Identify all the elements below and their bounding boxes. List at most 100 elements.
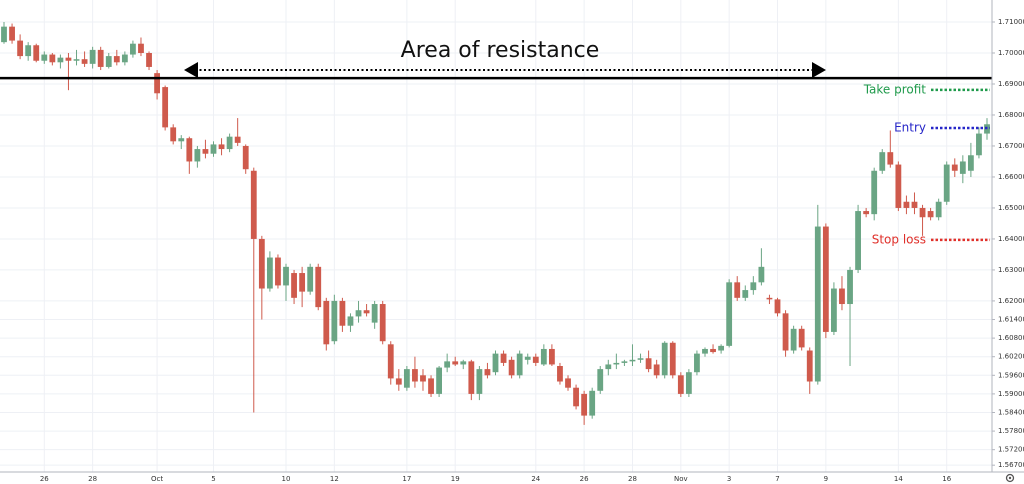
x-tick-label: 12 xyxy=(330,475,339,483)
candle-body xyxy=(871,170,878,215)
candle-body xyxy=(363,310,370,314)
candle-body xyxy=(162,87,169,128)
candle-body xyxy=(9,26,15,41)
y-tick-label: 1.56700 xyxy=(998,461,1024,469)
candle-body xyxy=(742,290,749,298)
y-tick-label: 1.57800 xyxy=(998,427,1024,435)
candle-body xyxy=(323,300,330,345)
x-tick-label: 26 xyxy=(580,475,589,483)
candle-body xyxy=(339,300,346,326)
candle-body xyxy=(105,56,112,67)
candle-body xyxy=(57,57,64,63)
candle-body xyxy=(41,54,48,61)
candle-body xyxy=(750,282,757,291)
candle-body xyxy=(806,350,813,382)
candle-body xyxy=(718,345,725,351)
candle-body xyxy=(935,201,942,218)
candle-body xyxy=(25,45,32,57)
candle-body xyxy=(347,316,354,326)
level-label: Take profit xyxy=(863,82,927,96)
y-tick-label: 1.58400 xyxy=(998,408,1024,416)
x-tick-label: 10 xyxy=(282,475,291,483)
candle-body xyxy=(97,49,104,67)
y-tick-label: 1.69000 xyxy=(998,80,1024,88)
candle-body xyxy=(629,359,636,362)
candle-body xyxy=(73,59,80,61)
x-tick-label: 19 xyxy=(451,475,460,483)
y-tick-label: 1.57200 xyxy=(998,446,1024,454)
candle-body xyxy=(395,378,402,385)
candle-body xyxy=(412,369,418,382)
candle-body xyxy=(532,356,539,363)
candle-body xyxy=(444,361,451,368)
y-tick-label: 1.60800 xyxy=(998,334,1024,342)
x-tick-label: 28 xyxy=(88,475,97,483)
y-tick-label: 1.59000 xyxy=(998,390,1024,398)
x-tick-label: 17 xyxy=(402,475,411,483)
candle-body xyxy=(597,369,604,391)
candle-body xyxy=(694,353,700,373)
candle-body xyxy=(275,257,281,286)
x-tick-label: 5 xyxy=(211,475,215,483)
candle-body xyxy=(170,127,177,142)
candle-body xyxy=(589,390,596,416)
candle-body xyxy=(927,211,934,218)
candle-body xyxy=(959,161,966,174)
candle-body xyxy=(130,43,136,55)
y-tick-label: 1.67000 xyxy=(998,142,1024,150)
candle-body xyxy=(379,304,386,342)
candle-body xyxy=(403,369,410,388)
candle-body xyxy=(710,348,716,353)
candle-body xyxy=(299,273,306,292)
candle-body xyxy=(121,54,128,63)
candle-body xyxy=(943,164,950,202)
candle-body xyxy=(822,226,829,332)
candle-body xyxy=(976,133,982,156)
settings-icon[interactable] xyxy=(1005,473,1015,483)
candle-body xyxy=(895,164,902,208)
y-tick-label: 1.68000 xyxy=(998,111,1024,119)
candle-body xyxy=(613,362,620,365)
candle-body xyxy=(798,328,805,348)
candle-body xyxy=(814,226,821,382)
candle-body xyxy=(790,328,797,351)
candle-body xyxy=(774,299,781,314)
y-tick-label: 1.64000 xyxy=(998,235,1024,243)
candle-body xyxy=(685,372,692,394)
candle-body xyxy=(81,59,88,64)
x-tick-label: 16 xyxy=(942,475,951,483)
candle-body xyxy=(460,361,467,365)
candle-body xyxy=(484,369,491,376)
y-tick-label: 1.71000 xyxy=(998,18,1024,26)
candle-body xyxy=(186,138,193,162)
candle-body xyxy=(242,145,249,170)
candle-body xyxy=(508,359,515,376)
y-tick-label: 1.61400 xyxy=(998,316,1024,324)
candle-body xyxy=(782,313,789,351)
candle-body xyxy=(726,282,733,346)
candle-body xyxy=(113,56,120,63)
candle-body xyxy=(218,144,225,150)
candle-body xyxy=(500,353,507,363)
candle-body xyxy=(307,266,314,292)
candle-body xyxy=(476,369,483,394)
x-tick-label: Nov xyxy=(674,475,688,483)
candle-body xyxy=(89,49,96,64)
candle-body xyxy=(194,149,201,162)
candle-body xyxy=(951,164,958,171)
x-tick-label: 3 xyxy=(727,475,731,483)
candle-body xyxy=(758,266,765,283)
level-label: Entry xyxy=(894,120,926,134)
y-tick-label: 1.66000 xyxy=(998,173,1024,181)
candle-body xyxy=(967,155,974,171)
candle-body xyxy=(903,201,910,208)
candle-body xyxy=(436,367,442,394)
candle-body xyxy=(387,344,394,379)
candle-body xyxy=(154,73,160,94)
candle-body xyxy=(516,353,523,376)
candle-body xyxy=(420,375,426,382)
x-tick-label: 26 xyxy=(40,475,49,483)
candle-body xyxy=(637,358,644,360)
